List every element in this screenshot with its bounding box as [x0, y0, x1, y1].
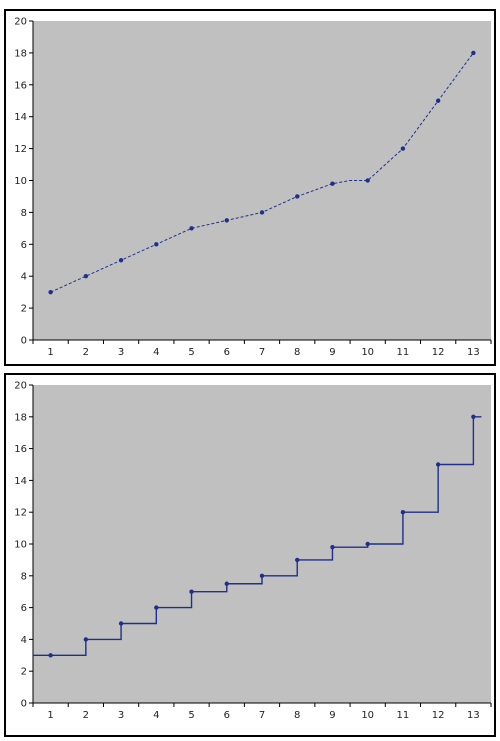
- top-x-tick-label: 2: [83, 347, 89, 358]
- bottom-y-tick-label: 10: [14, 540, 27, 551]
- top-y-tick-label: 4: [21, 272, 27, 283]
- bottom-x-tick-label: 12: [432, 710, 445, 721]
- top-data-point: [118, 258, 124, 263]
- bottom-x-tick-label: 7: [259, 710, 265, 721]
- top-data-point: [48, 289, 53, 295]
- bottom-y-tick-label: 6: [21, 603, 27, 614]
- top-data-point: [330, 181, 335, 186]
- bottom-y-tick-label: 20: [14, 381, 27, 392]
- top-y-tick-label: 8: [21, 208, 27, 219]
- top-y-tick-label: 6: [21, 240, 27, 251]
- top-data-point: [365, 178, 370, 183]
- bottom-x-tick-label: 2: [83, 710, 89, 721]
- bottom-x-tick-label: 9: [329, 710, 335, 721]
- bottom-data-point: [118, 621, 124, 626]
- top-x-tick-label: 12: [432, 347, 445, 358]
- top-data-point: [259, 210, 265, 215]
- top-y-tick-label: 18: [14, 48, 27, 59]
- top-y-tick-label: 14: [14, 112, 27, 123]
- top-x-tick-label: 3: [118, 347, 124, 358]
- top-y-tick-label: 0: [21, 336, 27, 347]
- step-chart-bottom: 0 2 4 6 8 10 12 14 16 18 20 1 2 3 4 5 6 7 8 9 10 11 12 13: [4, 373, 496, 737]
- bottom-data-point: [189, 589, 194, 594]
- top-x-tick-label: 5: [188, 347, 194, 358]
- top-y-tick-label: 2: [21, 304, 27, 315]
- bottom-y-tick-label: 16: [14, 444, 27, 455]
- bottom-x-tick-label: 4: [153, 710, 159, 721]
- bottom-data-point: [48, 653, 53, 658]
- top-x-tick-label: 8: [294, 347, 300, 358]
- top-data-point: [471, 50, 476, 56]
- top-data-point: [295, 194, 300, 199]
- top-y-tick-label: 10: [14, 176, 27, 187]
- top-x-tick-label: 6: [224, 347, 230, 358]
- bottom-data-point: [83, 637, 89, 642]
- top-data-point: [435, 98, 441, 103]
- bottom-x-tick-label: 5: [188, 710, 194, 721]
- bottom-x-tick-label: 10: [361, 710, 374, 721]
- top-x-tick-label: 13: [467, 347, 480, 358]
- top-y-tick-label: 16: [14, 80, 27, 91]
- bottom-x-tick-label: 3: [118, 710, 124, 721]
- bottom-data-point: [259, 573, 265, 578]
- top-x-tick-label: 11: [397, 347, 410, 358]
- bottom-data-point: [154, 605, 159, 610]
- top-data-point: [83, 274, 89, 279]
- bottom-x-tick-label: 6: [224, 710, 230, 721]
- top-x-tick-label: 9: [329, 347, 335, 358]
- bottom-x-tick-label: 8: [294, 710, 300, 721]
- bottom-y-tick-label: 2: [21, 667, 27, 678]
- bottom-x-tick-label: 13: [467, 710, 480, 721]
- bottom-data-point: [471, 414, 476, 419]
- bottom-y-tick-label: 8: [21, 571, 27, 582]
- top-x-tick-label: 7: [259, 347, 265, 358]
- line-chart-top: 0 2 4 6 8 10 12 14 16 18 20 1 2 3 4 5 6 7 8 9 10 11 12 13: [4, 9, 496, 366]
- bottom-plot-area: [33, 385, 491, 703]
- bottom-y-tick-label: 0: [21, 699, 27, 710]
- top-plot-area: [33, 21, 491, 340]
- top-data-point: [400, 146, 406, 151]
- top-data-point: [224, 218, 229, 223]
- bottom-data-point: [295, 557, 300, 563]
- bottom-data-point: [400, 510, 406, 515]
- bottom-y-tick-label: 14: [14, 476, 27, 487]
- bottom-data-point: [224, 581, 229, 586]
- bottom-data-point: [330, 544, 335, 550]
- bottom-y-tick-label: 12: [14, 508, 27, 519]
- top-y-tick-label: 12: [14, 144, 27, 155]
- top-data-point: [189, 226, 194, 231]
- bottom-x-tick-label: 1: [47, 710, 53, 721]
- top-series-line: [50, 52, 474, 293]
- top-x-tick-label: 4: [153, 347, 159, 358]
- bottom-x-tick-label: 11: [397, 710, 410, 721]
- bottom-data-point: [435, 462, 441, 467]
- bottom-y-tick-label: 4: [21, 635, 27, 646]
- bottom-y-tick-label: 18: [14, 412, 27, 423]
- top-y-tick-label: 20: [14, 17, 27, 28]
- bottom-data-point: [365, 541, 370, 547]
- top-data-point: [154, 242, 159, 247]
- top-x-tick-label: 10: [361, 347, 374, 358]
- top-x-tick-label: 1: [47, 347, 53, 358]
